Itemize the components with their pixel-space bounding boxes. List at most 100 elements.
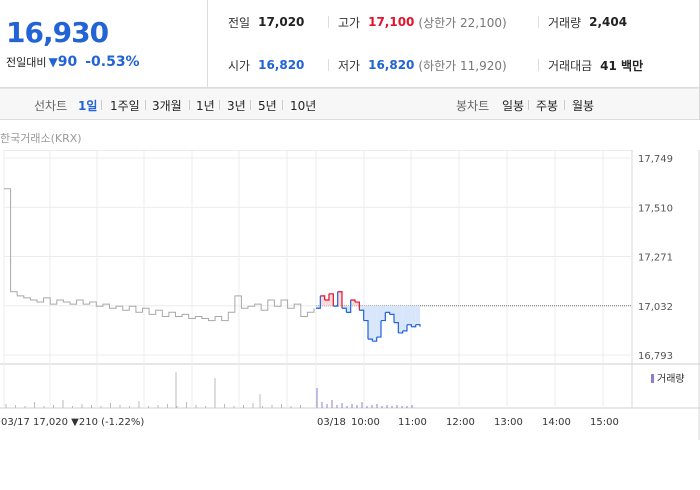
up-fill xyxy=(320,295,325,306)
change-label: 전일대비 xyxy=(6,56,47,69)
low-label: 저가 xyxy=(338,58,361,73)
down-segment xyxy=(346,299,352,313)
y-tick-label: 17,510 xyxy=(638,203,673,214)
down-segment xyxy=(333,291,339,307)
change-row: 전일대비 ▼ 90 -0.53% xyxy=(6,54,140,70)
day-high: 고가 17,100 (상한가 22,100) xyxy=(338,12,507,32)
period-3month[interactable]: 3개월 xyxy=(152,99,182,113)
amount-label: 거래대금 xyxy=(548,58,593,73)
down-fill xyxy=(376,305,381,338)
change-percent: -0.53% xyxy=(85,54,140,70)
chart-grid xyxy=(0,150,700,440)
down-segment xyxy=(402,324,408,332)
open-price: 시가 16,820 xyxy=(228,55,304,75)
divider xyxy=(538,16,539,28)
volume-legend-swatch xyxy=(651,374,654,383)
divider xyxy=(538,59,539,71)
down-segment xyxy=(411,324,417,328)
prev-day-price-path xyxy=(4,188,315,322)
up-fill xyxy=(350,299,355,306)
down-fill xyxy=(394,305,399,323)
down-segment xyxy=(407,324,412,327)
x-tick-label: 14:00 xyxy=(542,417,571,428)
volume-legend: 거래량 xyxy=(651,373,685,385)
chart-frame xyxy=(3,150,633,409)
down-segment xyxy=(398,330,404,334)
x-tick-label: 13:00 xyxy=(494,417,523,428)
period-3year[interactable]: 3년 xyxy=(227,99,246,113)
down-fill xyxy=(415,305,420,325)
divider xyxy=(219,100,220,110)
lower-limit: (하한가 11,920) xyxy=(418,58,507,73)
down-fill xyxy=(411,305,416,327)
period-10year[interactable]: 10년 xyxy=(290,99,317,113)
trade-amount: 거래대금 41 백만 xyxy=(548,55,643,75)
y-tick-label: 17,271 xyxy=(638,253,673,264)
candle-daily[interactable]: 일봉 xyxy=(502,99,525,113)
period-1year[interactable]: 1년 xyxy=(196,99,215,113)
period-1day[interactable]: 1일 xyxy=(78,99,98,113)
quote-panel: 16,930 전일대비 ▼ 90 -0.53% 전일 17,020 고가 17,… xyxy=(0,0,700,88)
down-segment xyxy=(394,322,399,333)
down-fill xyxy=(381,305,386,321)
down-segment xyxy=(415,324,421,327)
down-segment xyxy=(372,337,378,342)
divider xyxy=(328,16,329,28)
up-fill xyxy=(324,299,329,306)
change-value: 90 xyxy=(57,54,78,70)
divider xyxy=(282,100,283,110)
down-segment xyxy=(368,338,373,342)
down-segment xyxy=(385,311,391,315)
down-segment xyxy=(342,307,347,313)
today-line xyxy=(316,291,421,342)
down-fill xyxy=(316,305,321,309)
current-price: 16,930 xyxy=(6,16,109,49)
up-segment xyxy=(337,291,343,309)
y-tick-label: 17,749 xyxy=(638,154,673,165)
x-tick-label: 12:00 xyxy=(446,417,475,428)
down-segment xyxy=(381,312,386,322)
upper-limit: (상한가 22,100) xyxy=(418,15,507,30)
up-segment xyxy=(350,299,356,303)
down-fill xyxy=(385,305,390,313)
x-tick-label: 15:00 xyxy=(590,417,619,428)
amount-value: 41 백만 xyxy=(600,58,644,73)
candle-chart-label: 봉차트 xyxy=(456,99,490,113)
down-segment xyxy=(389,313,395,323)
y-tick-label: 17,032 xyxy=(638,302,673,313)
prev-day-summary: 03/17 17,020 ▼210 (-1.22%) xyxy=(1,417,144,428)
down-segment xyxy=(363,319,369,340)
x-tick-label: 11:00 xyxy=(398,417,427,428)
volume-bars xyxy=(5,372,413,408)
volume-value: 2,404 xyxy=(589,15,628,29)
up-fill xyxy=(329,293,334,306)
candle-weekly[interactable]: 주봉 xyxy=(536,99,559,113)
down-segment xyxy=(359,309,365,321)
candle-monthly[interactable]: 월봉 xyxy=(572,99,595,113)
period-1week[interactable]: 1주일 xyxy=(110,99,140,113)
up-segment xyxy=(355,301,360,311)
down-fill xyxy=(363,305,368,321)
down-segment xyxy=(376,320,382,338)
open-value: 16,820 xyxy=(258,58,305,72)
y-axis-labels: 17,749 17,510 17,271 17,032 16,793 xyxy=(638,154,673,362)
down-fill xyxy=(342,305,347,309)
y-tick-label: 16,793 xyxy=(638,351,673,362)
period-5year[interactable]: 5년 xyxy=(258,99,277,113)
down-fill xyxy=(402,305,407,331)
prev-close: 전일 17,020 xyxy=(228,12,304,32)
down-fill xyxy=(372,305,377,342)
x-axis-labels: 03/17 17,020 ▼210 (-1.22%) 03/18 10:00 11:0… xyxy=(1,417,619,428)
down-fill xyxy=(346,305,351,313)
down-segment xyxy=(316,295,321,309)
up-segment xyxy=(324,293,330,301)
down-fill xyxy=(407,305,412,325)
up-fill xyxy=(355,302,360,306)
intraday-chart[interactable]: 17,749 17,510 17,271 17,032 16,793 03/17 17,… xyxy=(0,150,700,440)
up-segment xyxy=(329,293,334,307)
divider xyxy=(250,100,251,110)
divider xyxy=(564,100,565,110)
prev-close-value: 17,020 xyxy=(258,15,305,29)
up-fill xyxy=(337,291,342,306)
up-segment xyxy=(320,295,326,300)
